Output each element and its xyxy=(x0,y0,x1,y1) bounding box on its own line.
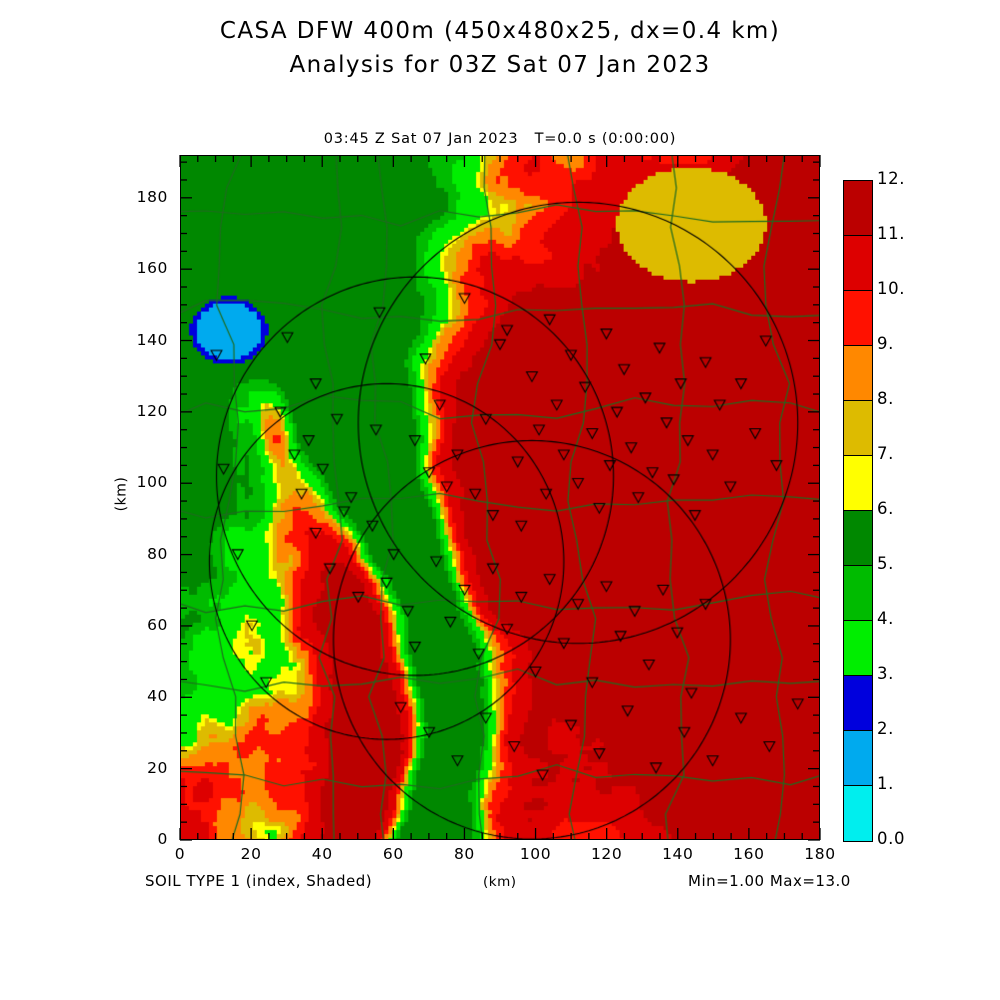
x-tick-80: 80 xyxy=(453,845,475,863)
x-tick-20: 20 xyxy=(240,845,262,863)
colorbar-label-8: 4. xyxy=(877,609,894,628)
colorbar-label-5: 7. xyxy=(877,444,894,463)
colorbar-label-2: 10. xyxy=(877,279,906,298)
colorbar-label-1: 11. xyxy=(877,224,906,243)
x-tick-40: 40 xyxy=(311,845,333,863)
colorbar-label-11: 1. xyxy=(877,774,894,793)
colorbar-band-9 xyxy=(844,346,872,401)
y-tick-180: 180 xyxy=(136,187,168,206)
colorbar-label-10: 2. xyxy=(877,719,894,738)
colorbar-band-6 xyxy=(844,511,872,566)
y-tick-0: 0 xyxy=(157,830,168,848)
y-tick-60: 60 xyxy=(147,615,168,634)
minmax-label: Min=1.00 Max=13.0 xyxy=(688,872,851,890)
colorbar-label-0: 12. xyxy=(877,169,906,188)
colorbar-band-11 xyxy=(844,236,872,291)
x-tick-100: 100 xyxy=(519,845,552,863)
colorbar-band-2 xyxy=(844,731,872,786)
y-tick-160: 160 xyxy=(136,259,168,278)
map-overlay-layer xyxy=(181,156,819,839)
chart-title-block: CASA DFW 400m (450x480x25, dx=0.4 km) An… xyxy=(0,14,1000,82)
colorbar-label-9: 3. xyxy=(877,664,894,683)
colorbar-band-1 xyxy=(844,786,872,841)
x-tick-140: 140 xyxy=(662,845,694,863)
variable-label: SOIL TYPE 1 (index, Shaded) xyxy=(145,872,373,890)
colorbar-band-7 xyxy=(844,456,872,511)
colorbar-label-7: 5. xyxy=(877,554,894,573)
colorbar-label-6: 6. xyxy=(877,499,894,518)
soil-type-heatmap-plot xyxy=(180,155,820,840)
colorbar-band-3 xyxy=(844,676,872,731)
x-tick-120: 120 xyxy=(590,845,623,863)
title-line-1: CASA DFW 400m (450x480x25, dx=0.4 km) xyxy=(219,18,781,44)
colorbar-band-4 xyxy=(844,621,872,676)
title-line-2: Analysis for 03Z Sat 07 Jan 2023 xyxy=(289,52,711,78)
y-tick-120: 120 xyxy=(136,401,168,420)
y-tick-100: 100 xyxy=(136,473,168,492)
colorbar-band-8 xyxy=(844,401,872,456)
chart-subtitle: 03:45 Z Sat 07 Jan 2023 T=0.0 s (0:00:00… xyxy=(323,131,677,147)
y-tick-20: 20 xyxy=(147,758,168,777)
colorbar-band-12 xyxy=(844,181,872,236)
colorbar-label-4: 8. xyxy=(877,389,894,408)
y-tick-40: 40 xyxy=(147,687,168,706)
x-tick-60: 60 xyxy=(382,845,404,863)
colorbar xyxy=(843,180,873,842)
colorbar-label-12: 0.0 xyxy=(877,829,906,848)
colorbar-band-10 xyxy=(844,291,872,346)
colorbar-label-3: 9. xyxy=(877,334,894,353)
x-tick-160: 160 xyxy=(733,845,765,863)
y-tick-80: 80 xyxy=(147,544,168,563)
colorbar-band-5 xyxy=(844,566,872,621)
x-axis-label: (km) xyxy=(483,874,517,890)
x-tick-180: 180 xyxy=(804,845,836,863)
y-tick-140: 140 xyxy=(136,330,168,349)
x-tick-0: 0 xyxy=(174,845,186,863)
